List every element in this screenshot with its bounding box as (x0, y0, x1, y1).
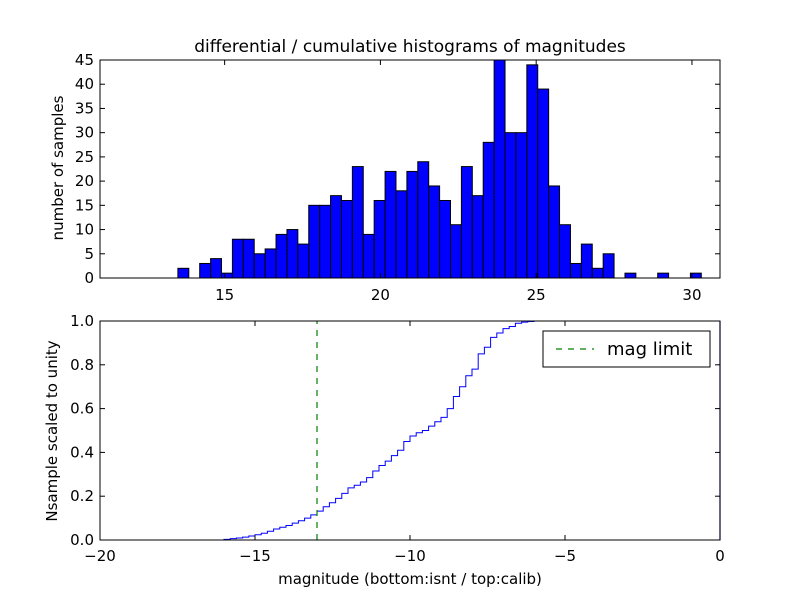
histogram-bar (242, 238, 255, 279)
cumulative-y-axis-label: Nsample scaled to unity (43, 340, 61, 521)
histogram-bar (384, 170, 397, 279)
histogram-bar (308, 204, 321, 279)
histogram-bar (275, 233, 288, 279)
histogram-bar (319, 204, 332, 279)
histogram-x-tick-label: 20 (371, 286, 390, 304)
histogram-bar (439, 199, 452, 279)
histogram-title: differential / cumulative histograms of … (194, 37, 626, 57)
histogram-y-tick-label: 25 (75, 148, 94, 166)
histogram-axes: 15 20 25 30 0 5 10 15 20 25 30 35 40 45 (75, 51, 720, 304)
histogram-bar (199, 262, 212, 279)
histogram-x-tick-label: 15 (215, 286, 234, 304)
histogram-bar (504, 132, 517, 279)
histogram-bar (569, 262, 582, 279)
histogram-y-tick-label: 30 (75, 124, 94, 142)
histogram-bar (493, 59, 506, 279)
histogram-bar (602, 253, 615, 279)
histogram-bar (221, 272, 233, 279)
histogram-bar (559, 224, 571, 279)
cumulative-x-tick-label: −15 (239, 547, 271, 565)
cumulative-y-tick-label: 1.0 (70, 312, 94, 330)
cumulative-x-tick-label: −10 (394, 547, 426, 565)
legend: mag limit (542, 330, 711, 368)
histogram-y-axis-label: number of samples (49, 95, 67, 240)
histogram-bar (373, 199, 386, 279)
histogram-bar (264, 248, 277, 279)
histogram-bar (417, 161, 430, 279)
cumulative-x-tick-label: −20 (84, 547, 116, 565)
histogram-bar (395, 190, 408, 279)
histogram-bar (580, 243, 593, 279)
histogram-bar (471, 195, 484, 279)
histogram-bars (177, 59, 702, 279)
histogram-bar (231, 238, 244, 279)
histogram-y-tick-label: 15 (75, 196, 94, 214)
histogram-x-tick-label: 30 (682, 286, 701, 304)
histogram-bar (286, 229, 299, 279)
histogram-y-tick-label: 35 (75, 99, 94, 117)
cumulative-y-tick-label: 0.6 (70, 400, 94, 418)
histogram-x-tick-label: 25 (527, 286, 546, 304)
histogram-bar (297, 243, 310, 279)
histogram-y-tick-label: 40 (75, 75, 94, 93)
histogram-bar (362, 233, 375, 279)
cumulative-y-tick-label: 0.8 (70, 356, 94, 374)
histogram-bar (548, 185, 561, 279)
histogram-bar (340, 199, 353, 279)
histogram-bar (624, 272, 637, 279)
cumulative-x-tick-label: −5 (554, 547, 576, 565)
histogram-y-tick-label: 5 (84, 245, 94, 263)
histogram-bar (351, 166, 364, 279)
histogram-bar (253, 253, 266, 279)
histogram-y-tick-label: 0 (84, 269, 94, 287)
histogram-y-tick-label: 10 (75, 221, 94, 239)
histogram-bar (460, 166, 473, 279)
histogram-bar (450, 224, 462, 279)
histogram-bar (591, 267, 604, 279)
cumulative-panel: Nsample scaled to unity magnitude (botto… (43, 312, 725, 588)
histogram-bar (428, 185, 441, 279)
cumulative-y-tick-label: 0.2 (70, 487, 94, 505)
histogram-bar (330, 195, 342, 279)
histogram-bar (482, 141, 495, 279)
legend-mag-limit-label: mag limit (607, 339, 692, 360)
histogram-bar (177, 267, 190, 279)
cumulative-y-tick-label: 0.4 (70, 443, 94, 461)
histogram-panel: differential / cumulative histograms of … (49, 37, 721, 304)
histogram-bar (526, 64, 539, 279)
histogram-frame (99, 59, 721, 279)
histogram-y-tick-label: 45 (75, 51, 94, 69)
histogram-bar (515, 132, 528, 279)
cumulative-x-tick-label: 0 (715, 547, 725, 565)
histogram-bar (210, 258, 223, 279)
histogram-bar (406, 170, 419, 279)
cumulative-step-line (100, 320, 720, 541)
histogram-y-tick-label: 20 (75, 172, 94, 190)
histogram-bar (537, 88, 550, 279)
cumulative-axes: −20 −15 −10 −5 0 0.0 0.2 0.4 0.6 0.8 1.0 (70, 312, 725, 565)
cumulative-y-tick-label: 0.0 (70, 531, 94, 549)
cumulative-x-axis-label: magnitude (bottom:isnt / top:calib) (278, 570, 542, 588)
histogram-bar (657, 272, 670, 279)
